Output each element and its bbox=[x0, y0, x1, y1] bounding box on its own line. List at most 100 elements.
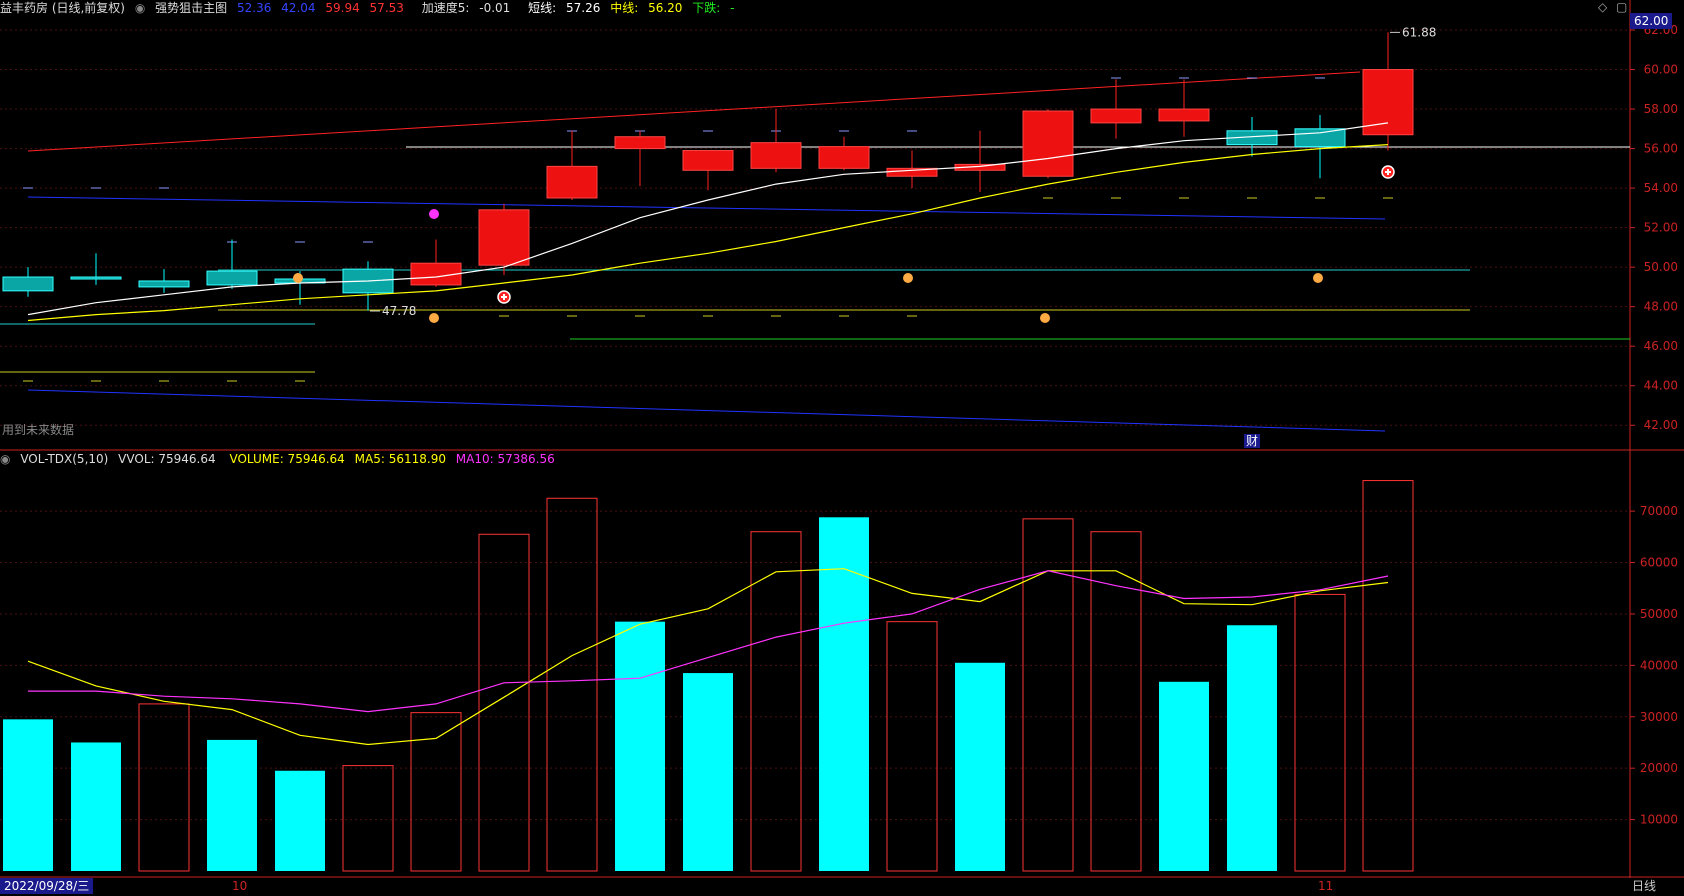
finance-marker[interactable]: 财 bbox=[1244, 434, 1261, 448]
indicator-name: 强势狙击主图 bbox=[155, 1, 228, 15]
volume-bar bbox=[138, 703, 190, 872]
mid-channel-line bbox=[27, 196, 1386, 220]
vvol-value: VVOL: 75946.64 bbox=[118, 452, 216, 466]
candle bbox=[546, 130, 598, 200]
indicator-value-3: 59.94 bbox=[325, 1, 360, 15]
low-marker-label: 47.78 bbox=[382, 304, 416, 318]
ma10-value: MA10: 57386.56 bbox=[455, 452, 555, 466]
price-tick-label: 44.00 bbox=[1644, 379, 1678, 393]
volume-bar bbox=[886, 621, 938, 872]
candle bbox=[954, 130, 1006, 193]
volume-toggle-icon[interactable]: ◉ bbox=[0, 452, 11, 466]
trend-label: 下跌: bbox=[692, 1, 721, 15]
candle-body bbox=[682, 150, 734, 171]
volume-tick-label: 20000 bbox=[1640, 761, 1678, 775]
hand-point-icon bbox=[1313, 273, 1323, 283]
mid-value: 56.20 bbox=[648, 1, 683, 15]
candle-body bbox=[1090, 108, 1142, 124]
candle-body bbox=[1294, 128, 1346, 148]
candle-body bbox=[478, 209, 530, 266]
hand-point-icon bbox=[903, 273, 913, 283]
price-tick-label: 56.00 bbox=[1644, 142, 1678, 156]
volume-bar bbox=[3, 719, 53, 871]
volume-indicator-name: VOL-TDX(5,10) bbox=[20, 452, 109, 466]
hand-point-icon bbox=[429, 313, 439, 323]
short-value: 57.26 bbox=[566, 1, 601, 15]
volume-bar bbox=[1090, 531, 1142, 872]
volume-tick-label: 70000 bbox=[1640, 504, 1678, 518]
volume-tick-label: 30000 bbox=[1640, 710, 1678, 724]
date-cursor-label: 2022/09/28/三 bbox=[0, 878, 94, 894]
volume-bar bbox=[819, 517, 869, 871]
short-line-series bbox=[27, 122, 1389, 316]
volume-bar bbox=[955, 662, 1005, 871]
volume-bar bbox=[1362, 480, 1414, 872]
hand-point-icon bbox=[1040, 313, 1050, 323]
candle-body bbox=[750, 142, 802, 169]
candle bbox=[138, 269, 190, 293]
high-marker-label: 61.88 bbox=[1402, 25, 1436, 39]
price-header: 益丰药房 (日线,前复权) ◉ 强势狙击主图 52.36 42.04 59.94… bbox=[0, 0, 740, 16]
candle bbox=[682, 150, 734, 191]
volume-bar bbox=[750, 531, 802, 872]
candle bbox=[818, 136, 870, 171]
candle bbox=[1158, 79, 1210, 137]
mid-line-series bbox=[27, 144, 1389, 322]
volume-tick-label: 50000 bbox=[1640, 607, 1678, 621]
volume-bar bbox=[410, 712, 462, 872]
volume-ma5-series bbox=[27, 568, 1389, 746]
candle bbox=[1090, 79, 1142, 139]
volume-bar bbox=[1159, 681, 1209, 871]
candle-body bbox=[138, 280, 190, 288]
volume-header: ◉ VOL-TDX(5,10) VVOL: 75946.64 VOLUME: 7… bbox=[0, 451, 561, 467]
volume-bar bbox=[615, 621, 665, 871]
x-tick-october: 10 bbox=[232, 879, 248, 893]
period-label[interactable]: 日线 bbox=[1631, 879, 1656, 893]
indicator-toggle-icon[interactable]: ◉ bbox=[134, 1, 146, 15]
candle-body bbox=[1362, 69, 1414, 136]
window-icon[interactable]: ▢ bbox=[1616, 0, 1628, 14]
price-tick-label: 42.00 bbox=[1644, 418, 1678, 432]
candle-body bbox=[1158, 108, 1210, 122]
short-label: 短线: bbox=[528, 1, 557, 15]
volume-bar bbox=[1227, 625, 1277, 871]
stock-title: 益丰药房 (日线,前复权) bbox=[0, 1, 125, 15]
volume-tick-label: 60000 bbox=[1640, 556, 1678, 570]
indicator-value-4: 57.53 bbox=[369, 1, 404, 15]
price-tick-label: 50.00 bbox=[1644, 260, 1678, 274]
current-price-pill: 62.00 bbox=[1630, 13, 1673, 29]
volume-bar bbox=[478, 533, 530, 872]
indicator-value-1: 52.36 bbox=[236, 1, 272, 15]
volume-tick-label: 10000 bbox=[1640, 813, 1678, 827]
volume-bar bbox=[1294, 593, 1346, 872]
candle bbox=[410, 239, 462, 287]
candle-body bbox=[1022, 110, 1074, 177]
upper-channel-line bbox=[27, 71, 1361, 152]
signal-cross-icon bbox=[429, 209, 439, 219]
volume-bar bbox=[275, 770, 325, 871]
volume-tick-label: 40000 bbox=[1640, 658, 1678, 672]
price-tick-label: 60.00 bbox=[1644, 63, 1678, 77]
ma5-value: MA5: 56118.90 bbox=[354, 452, 446, 466]
price-tick-label: 52.00 bbox=[1644, 221, 1678, 235]
candle-body bbox=[546, 165, 598, 199]
candle bbox=[1362, 32, 1414, 151]
volume-ma10-series bbox=[28, 570, 1389, 713]
candle-body bbox=[2, 276, 54, 292]
lower-channel-line bbox=[27, 389, 1386, 432]
accel-value: -0.01 bbox=[479, 1, 511, 15]
price-tick-label: 48.00 bbox=[1644, 300, 1678, 314]
volume-bar bbox=[1022, 518, 1074, 872]
candle-body bbox=[206, 270, 258, 286]
mid-label: 中线: bbox=[610, 1, 639, 15]
candle bbox=[206, 239, 258, 289]
volume-bar bbox=[546, 497, 598, 872]
candle-body bbox=[410, 262, 462, 286]
candle bbox=[1294, 114, 1346, 179]
diamond-icon[interactable]: ◇ bbox=[1598, 0, 1608, 14]
candle bbox=[1022, 109, 1074, 179]
price-tick-label: 58.00 bbox=[1644, 102, 1678, 116]
candle bbox=[2, 267, 54, 297]
